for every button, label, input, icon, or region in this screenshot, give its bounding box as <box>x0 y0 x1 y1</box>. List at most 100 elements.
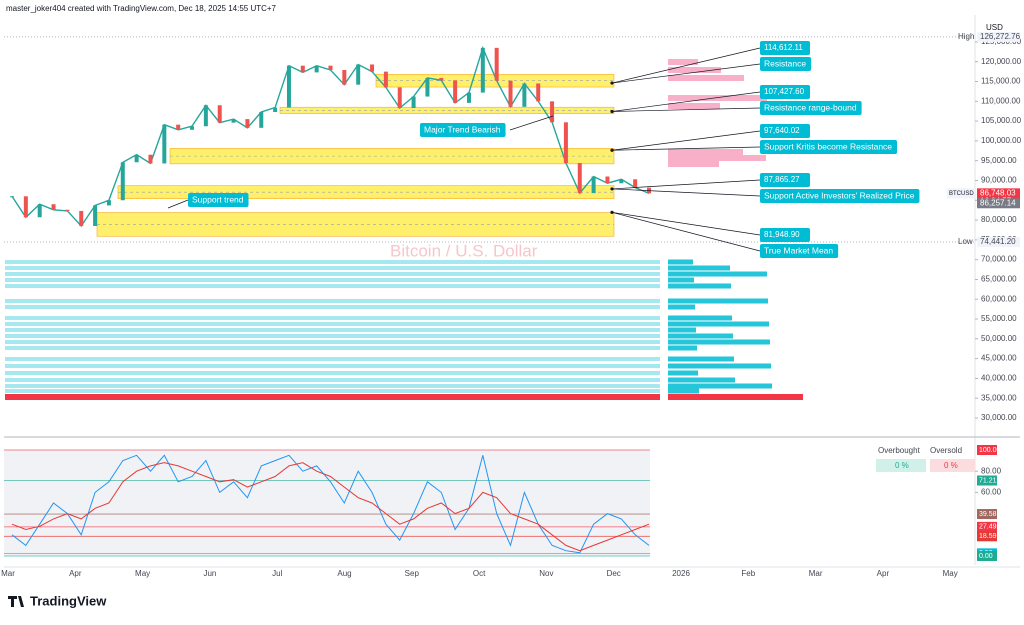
candle <box>397 87 402 109</box>
x-tick-label: Apr <box>69 569 82 578</box>
price-box <box>760 228 810 242</box>
profile-bar <box>668 265 730 271</box>
candle <box>314 65 319 73</box>
overbought-label: Overbought <box>878 446 921 455</box>
price-label: 114,612.11 <box>764 43 803 52</box>
profile-row <box>5 284 660 288</box>
profile-row <box>5 299 660 303</box>
profile-row <box>5 346 660 350</box>
candle <box>356 64 361 85</box>
candle <box>383 71 388 88</box>
osc-level-label: 39.58 <box>979 511 997 518</box>
note-text: Support trend <box>192 194 244 204</box>
annotation-dot <box>610 148 614 152</box>
annotation-text: Resistance range-bound <box>764 102 857 112</box>
profile-bar <box>668 370 698 376</box>
y-tick-label: 95,000.00 <box>981 156 1017 165</box>
annotation-arrow <box>611 179 761 190</box>
price-label: 97,640.02 <box>764 126 800 135</box>
osc-level-box <box>977 509 997 520</box>
annotation-arrow <box>611 107 761 112</box>
y-tick-label: 50,000.00 <box>981 334 1017 343</box>
candle <box>494 47 499 81</box>
x-tick-label: Nov <box>539 569 553 578</box>
x-tick-label: Jul <box>272 569 282 578</box>
note-box <box>188 193 249 207</box>
profile-bar-red <box>668 149 743 155</box>
osc-level-box <box>977 551 997 561</box>
y-tick-label: 60,000.00 <box>981 294 1017 303</box>
candle <box>120 162 125 201</box>
x-tick-label: May <box>135 569 150 578</box>
candle <box>300 65 305 73</box>
osc-tick-label: 80.00 <box>981 466 1002 475</box>
profile-bar <box>668 377 735 383</box>
annotation-text: True Market Mean <box>764 245 833 255</box>
profile-bar <box>668 388 699 394</box>
low-box <box>977 237 1020 248</box>
osc-level-box <box>977 445 997 455</box>
profile-row <box>5 266 660 270</box>
osc-band <box>4 450 650 556</box>
note-arrow <box>167 199 189 209</box>
candle <box>134 154 139 163</box>
chart-layer: 30,000.00 35,000.00 40,000.00 45,000.00 50,0… <box>1 31 1022 578</box>
osc-level-box <box>977 531 997 542</box>
y-tick-label: 80,000.00 <box>981 215 1017 224</box>
x-tick-label: Mar <box>1 569 15 578</box>
profile-bar <box>668 356 734 362</box>
candle <box>176 124 181 130</box>
profile-row <box>5 384 660 388</box>
candle <box>328 65 333 71</box>
osc-level-label: 100.00 <box>979 447 1001 454</box>
candle <box>148 154 153 164</box>
price-box <box>760 85 810 99</box>
candle <box>342 70 347 85</box>
profile-bar <box>668 304 695 310</box>
candle <box>286 65 291 108</box>
y-tick-label: 65,000.00 <box>981 275 1017 284</box>
candle <box>79 210 84 226</box>
profile-bar-red <box>668 67 721 73</box>
profile-bar-red <box>668 59 698 65</box>
profile-row <box>5 340 660 344</box>
price-box <box>760 173 810 187</box>
x-tick-label: Apr <box>877 569 890 578</box>
profile-row <box>5 378 660 382</box>
candle <box>245 119 250 128</box>
high-value: 126,272.76 <box>980 32 1021 41</box>
x-tick-label: Aug <box>337 569 351 578</box>
profile-row <box>5 316 660 320</box>
osc-level-label: 18.59 <box>979 533 997 540</box>
x-tick-label: Oct <box>473 569 486 578</box>
candle <box>162 124 167 164</box>
header-text: master_joker404 created with TradingView… <box>6 4 277 13</box>
candle <box>37 204 42 218</box>
annotation-arrow <box>611 211 761 236</box>
currency-label: USD <box>986 23 1003 32</box>
annotation-arrow <box>611 130 761 151</box>
candle <box>439 77 444 81</box>
osc-level-box <box>977 475 997 486</box>
candle <box>480 47 485 93</box>
y-tick-label: 100,000.00 <box>981 136 1022 145</box>
profile-row <box>5 322 660 326</box>
y-tick-label: 115,000.00 <box>981 77 1021 86</box>
candle <box>522 83 527 107</box>
profile-row <box>5 272 660 276</box>
y-tick-label: 45,000.00 <box>981 354 1017 363</box>
profile-row <box>5 394 660 400</box>
last-symbol-box <box>947 188 975 199</box>
profile-bar-red <box>668 103 720 109</box>
profile-row <box>5 260 660 264</box>
profile-bar <box>668 259 693 265</box>
note-arrow <box>509 115 554 131</box>
profile-bar <box>668 394 803 400</box>
candle <box>425 77 430 97</box>
candle <box>273 107 278 112</box>
x-tick-label: Dec <box>607 569 621 578</box>
profile-bar <box>668 315 732 321</box>
annotation-box <box>760 140 898 154</box>
